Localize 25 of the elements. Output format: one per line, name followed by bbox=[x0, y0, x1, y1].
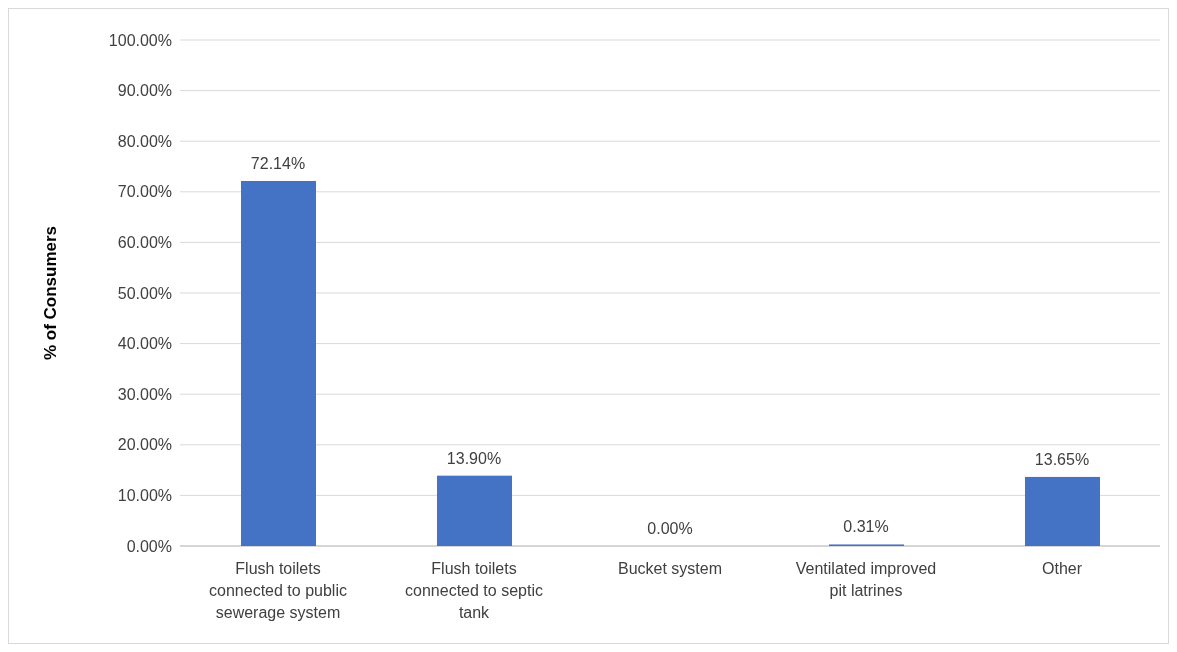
x-tick-label: Other bbox=[1041, 560, 1083, 577]
data-label: 0.31% bbox=[843, 518, 889, 536]
data-label: 0.00% bbox=[647, 520, 693, 537]
y-tick-label: 30.00% bbox=[117, 385, 172, 403]
x-tick-label: Ventilated improved pit latrines bbox=[795, 560, 937, 599]
y-tick-label: 20.00% bbox=[117, 436, 172, 454]
bar bbox=[1025, 476, 1100, 546]
x-tick-label: Bucket system bbox=[617, 560, 723, 577]
x-tick-label: Flush toilets connected to septic tank bbox=[405, 560, 543, 621]
y-tick-label: 40.00% bbox=[117, 335, 172, 353]
data-label: 13.65% bbox=[1034, 450, 1090, 468]
data-label: 72.14% bbox=[250, 154, 306, 172]
bar bbox=[437, 475, 512, 546]
y-tick-label: 90.00% bbox=[117, 82, 172, 100]
y-tick-label: 0.00% bbox=[126, 537, 172, 555]
bar bbox=[241, 180, 316, 546]
y-tick-label: 80.00% bbox=[117, 132, 172, 150]
x-tick-label: Flush toilets connected to public sewerage system bbox=[209, 560, 347, 621]
data-label: 13.90% bbox=[446, 449, 502, 467]
y-tick-label: 100.00% bbox=[108, 31, 172, 49]
y-tick-label: 70.00% bbox=[117, 183, 172, 201]
y-tick-label: 60.00% bbox=[117, 234, 172, 251]
y-tick-label: 10.00% bbox=[117, 487, 172, 504]
y-tick-label: 50.00% bbox=[117, 284, 172, 302]
y-axis-title: % of Consumers bbox=[41, 225, 60, 361]
